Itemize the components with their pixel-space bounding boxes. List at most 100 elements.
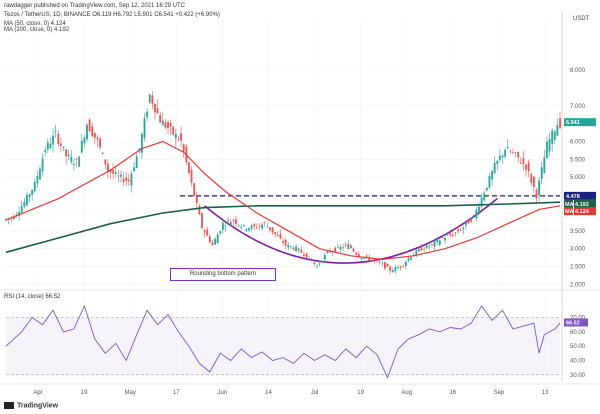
candle-body [334,247,337,252]
candle-body [91,126,94,137]
candle-body [219,230,222,234]
candle-body [376,259,378,261]
candle-body [18,211,20,216]
candle-body [350,245,352,249]
candle-body [441,237,444,239]
candle-body [504,149,507,157]
candle-body [59,143,62,146]
candle-body [423,249,426,251]
candle-body [201,213,203,229]
candle-body [417,248,420,252]
candle-body [127,179,130,182]
y-tick-label: 6.000 [570,139,586,145]
candle-body [305,253,308,258]
candle-body [177,139,180,141]
candle-body [62,146,65,149]
candle-body [188,162,190,174]
current-price-badge-bg [564,118,596,127]
candle-body [20,206,23,213]
candle-body [245,229,248,231]
ma50-badge-tag-bg [564,207,573,216]
candle-body [300,249,303,253]
y-tick-label: 8.000 [570,68,586,74]
candle-body [323,254,326,260]
candle-body [480,197,483,207]
candle-body [25,194,28,206]
candle-body [438,240,441,245]
candle-body [316,266,318,268]
candle-body [198,206,201,215]
candle-body [428,246,431,248]
candle-body [146,111,149,118]
candle-body [519,162,522,164]
candle-body [506,147,509,149]
candle-body [229,222,232,226]
candle-body [483,193,486,201]
candle-body [109,169,112,173]
rsi-badge-bg [564,318,588,327]
x-tick-label: 19 [357,390,364,396]
candle-body [214,239,216,245]
candle-body [522,158,525,164]
candle-body [501,155,504,158]
x-tick-label: 14 [265,390,272,396]
candle-body [88,119,91,132]
candle-body [164,122,167,128]
candle-body [378,261,381,263]
candle-body [292,247,295,250]
candle-body [232,219,235,221]
candle-body [318,263,321,265]
candle-body [344,244,347,246]
candle-body [75,159,78,161]
candle-body [363,257,365,259]
candle-body [156,108,159,114]
candle-body [211,242,214,246]
candle-body [329,251,331,253]
candle-body [514,152,517,154]
candle-body [287,244,290,248]
candle-body [227,220,230,221]
candle-body [548,139,551,152]
candle-body [370,260,373,262]
candle-body [384,262,386,269]
candle-body [195,196,198,204]
candle-body [206,229,209,236]
candle-body [104,159,107,165]
y-tick-label: 2.000 [570,282,586,288]
ma50-badge: 4.124 [575,209,590,215]
ma50-badge-tag: MA [565,209,574,215]
rsi-tick-label: 50.00 [570,344,586,350]
candle-body [357,254,360,258]
candle-body [493,162,496,174]
candle-body [282,241,284,243]
candle-body [70,157,73,163]
candle-body [467,220,470,224]
candle-body [475,209,478,219]
y-tick-label: 5.000 [570,175,586,181]
ma200-badge-bg [574,200,596,209]
candle-body [525,164,527,170]
candle-body [255,227,258,229]
y-tick-label: 3.500 [570,229,586,235]
candle-body [49,143,52,149]
candle-body [517,151,520,158]
candle-body [498,155,501,160]
candle-body [289,246,292,248]
x-tick-label: Aug [401,390,412,396]
candle-body [237,225,240,226]
candle-body [180,133,182,141]
candle-body [425,245,428,249]
candle-body [459,229,462,231]
candle-body [431,244,433,245]
candle-body [96,137,99,140]
candle-body [512,152,514,154]
candle-body [208,236,211,243]
candle-body [271,227,274,233]
ma200-line [5,201,561,254]
candle-body [386,264,389,267]
candle-body [368,257,371,261]
candle-body [559,118,561,128]
candle-body [261,224,264,229]
y-tick-label: 2.500 [570,265,586,271]
